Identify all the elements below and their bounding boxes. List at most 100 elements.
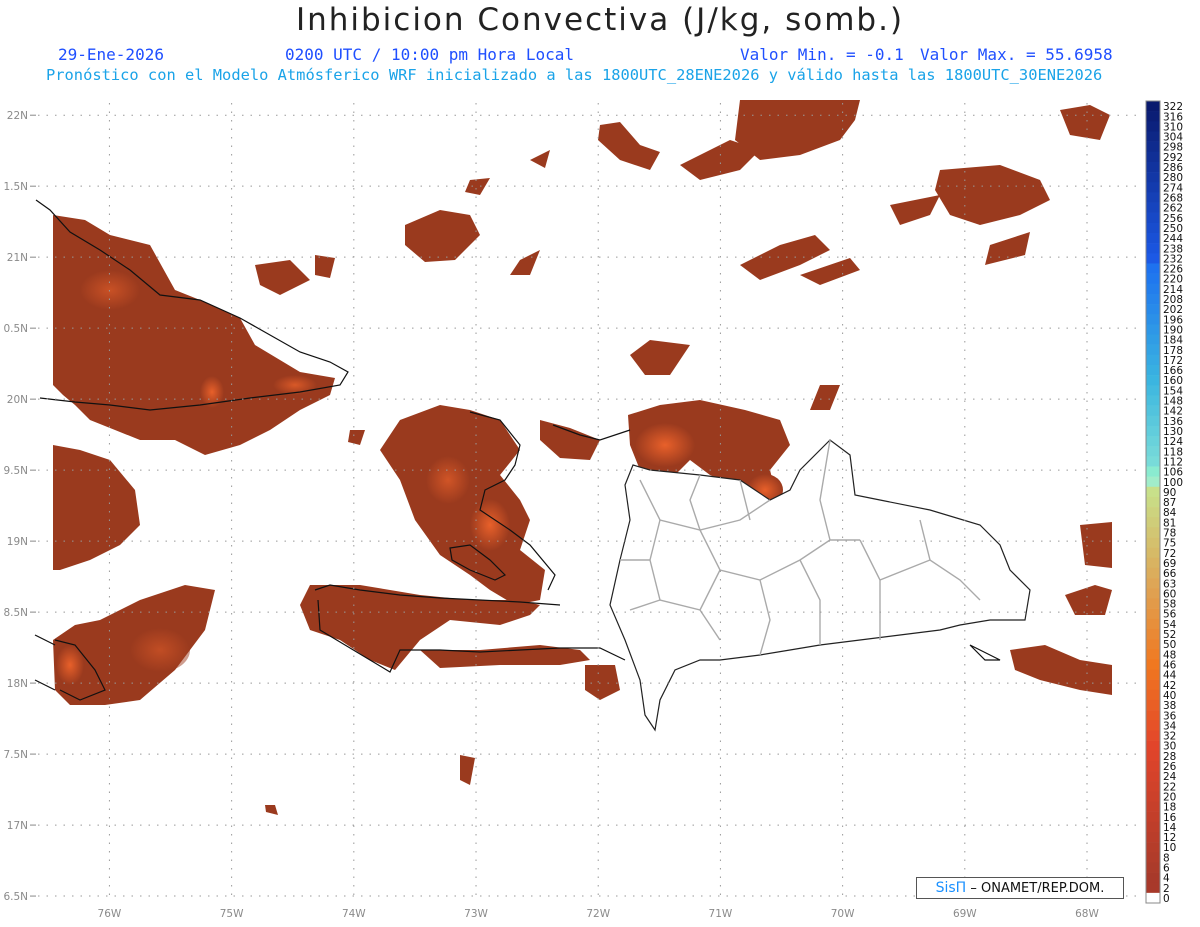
colorbar-swatch: [1146, 842, 1160, 853]
colorbar-swatch: [1146, 588, 1160, 599]
colorbar-label: 69: [1163, 558, 1176, 570]
colorbar-label: 42: [1163, 680, 1176, 692]
colorbar-swatch: [1146, 161, 1160, 173]
colorbar-swatch: [1146, 740, 1160, 752]
colorbar-swatch: [1146, 425, 1160, 437]
colorbar-swatch: [1146, 253, 1160, 264]
coastlines: [34, 199, 1001, 701]
colorbar-swatch: [1146, 771, 1160, 782]
colorbar-label: 4: [1163, 873, 1170, 885]
colorbar-label: 238: [1163, 243, 1183, 255]
colorbar-swatch: [1146, 202, 1160, 213]
lat-label: 6.5N: [3, 891, 28, 903]
lon-label: 69W: [953, 908, 977, 920]
colorbar-swatch: [1146, 141, 1160, 153]
colorbar-swatch: [1146, 628, 1160, 640]
colorbar-swatch: [1146, 669, 1160, 680]
colorbar-swatch: [1146, 689, 1160, 701]
colorbar-label: 166: [1163, 365, 1183, 377]
colorbar-label: 44: [1163, 670, 1177, 682]
colorbar-label: 274: [1163, 182, 1183, 194]
colorbar-swatch: [1146, 101, 1160, 112]
colorbar-swatch: [1146, 364, 1160, 376]
colorbar-label: 75: [1163, 538, 1176, 550]
colorbar-swatch: [1146, 476, 1160, 488]
lon-label: 75W: [220, 908, 244, 920]
colorbar-swatch: [1146, 618, 1160, 630]
lat-label: 19N: [7, 536, 28, 548]
colorbar-label: 14: [1163, 822, 1177, 834]
colorbar: 3223163103042982922862802742682622562502…: [1145, 100, 1183, 905]
colorbar-swatch: [1146, 882, 1160, 894]
colorbar-swatch: [1146, 243, 1160, 254]
colorbar-swatch: [1146, 557, 1160, 569]
cin-shading: [53, 100, 1112, 815]
colorbar-swatch: [1146, 831, 1160, 843]
colorbar-swatch: [1146, 466, 1160, 477]
colorbar-swatch: [1146, 496, 1160, 508]
colorbar-label: 63: [1163, 578, 1176, 590]
colorbar-label: 292: [1163, 152, 1183, 164]
colorbar-swatch: [1146, 892, 1160, 904]
colorbar-label: 286: [1163, 162, 1183, 174]
colorbar-swatch: [1146, 172, 1160, 183]
colorbar-label: 190: [1163, 324, 1183, 336]
colorbar-label: 154: [1163, 385, 1183, 397]
colorbar-label: 78: [1163, 528, 1176, 540]
colorbar-swatch: [1146, 304, 1160, 315]
colorbar-label: 32: [1163, 731, 1176, 743]
colorbar-swatch: [1146, 710, 1160, 721]
colorbar-label: 112: [1163, 456, 1183, 468]
colorbar-swatch: [1146, 232, 1160, 244]
colorbar-label: 310: [1163, 121, 1183, 133]
credit-text: – ONAMET/REP.DOM.: [966, 881, 1105, 896]
colorbar-label: 226: [1163, 264, 1183, 276]
colorbar-swatch: [1146, 750, 1160, 762]
colorbar-swatch: [1146, 486, 1160, 498]
forecast-date: 29-Ene-2026: [58, 45, 164, 64]
colorbar-swatch: [1146, 344, 1160, 356]
colorbar-label: 280: [1163, 172, 1183, 184]
colorbar-swatch: [1146, 507, 1160, 518]
colorbar-frame: [1145, 100, 1161, 904]
colorbar-label: 130: [1163, 426, 1183, 438]
colorbar-swatch: [1146, 263, 1160, 274]
lat-label: 20N: [7, 394, 28, 406]
colorbar-swatch: [1146, 598, 1160, 609]
colorbar-swatch: [1146, 517, 1160, 528]
colorbar-swatch: [1146, 385, 1160, 396]
colorbar-label: 8: [1163, 852, 1170, 864]
colorbar-label: 2: [1163, 883, 1170, 895]
lat-label: 7.5N: [3, 749, 28, 761]
colorbar-label: 50: [1163, 639, 1176, 651]
colorbar-label: 244: [1163, 233, 1183, 245]
colorbar-label: 202: [1163, 304, 1183, 316]
colorbar-swatch: [1146, 324, 1160, 335]
colorbar-label: 30: [1163, 741, 1176, 753]
lat-label: 0.5N: [3, 323, 28, 335]
colorbar-swatch: [1146, 375, 1160, 386]
lon-label: 73W: [464, 908, 488, 920]
colorbar-swatch: [1146, 862, 1160, 873]
value-min: Valor Min. = -0.1: [740, 45, 904, 64]
colorbar-swatch: [1146, 567, 1160, 579]
colorbar-label: 250: [1163, 223, 1183, 235]
map-title: Inhibicion Convectiva (J/kg, somb.): [295, 2, 905, 38]
colorbar-swatch: [1146, 537, 1160, 548]
colorbar-label: 22: [1163, 781, 1176, 793]
colorbar-label: 106: [1163, 467, 1183, 479]
colorbar-swatch: [1146, 791, 1160, 802]
colorbar-label: 36: [1163, 710, 1177, 722]
colorbar-swatch: [1146, 679, 1160, 691]
colorbar-label: 208: [1163, 294, 1183, 306]
colorbar-swatch: [1146, 395, 1160, 406]
colorbar-swatch: [1146, 131, 1160, 142]
colorbar-label: 58: [1163, 599, 1176, 611]
colorbar-label: 48: [1163, 649, 1176, 661]
lat-label: 1.5N: [3, 181, 28, 193]
colorbar-swatch: [1146, 547, 1160, 559]
colorbar-label: 40: [1163, 690, 1176, 702]
lat-label: 21N: [7, 252, 28, 264]
colorbar-swatch: [1146, 811, 1160, 823]
